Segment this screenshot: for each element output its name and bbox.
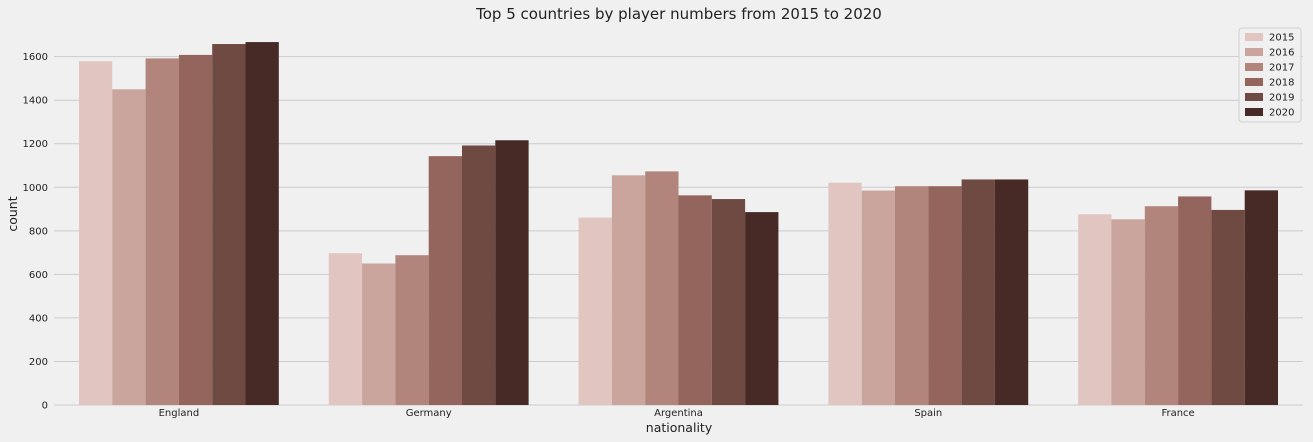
y-tick-label: 800	[29, 226, 48, 237]
bar-germany-2016	[362, 263, 396, 405]
bar-germany-2019	[462, 145, 496, 406]
bar-germany-2015	[328, 253, 363, 405]
y-axis-label: count	[5, 196, 20, 231]
bar-argentina-2018	[678, 195, 712, 405]
bar-england-2020	[245, 42, 279, 406]
x-tick-label: Argentina	[654, 408, 703, 419]
bar-france-2018	[1178, 196, 1212, 405]
bar-germany-2020	[495, 140, 529, 405]
y-tick-label: 0	[42, 401, 48, 412]
legend-swatch	[1245, 93, 1263, 101]
legend-label: 2020	[1269, 108, 1294, 119]
bar-argentina-2020	[745, 212, 779, 405]
x-tick-label: Spain	[914, 408, 942, 419]
bar-argentina-2016	[611, 175, 646, 405]
bars	[78, 42, 1279, 406]
y-axis-ticks: 0 200 400 600 800 1000 1200 1400 1600	[23, 52, 48, 411]
bar-germany-2018	[428, 156, 463, 405]
legend-label: 2018	[1269, 78, 1294, 89]
bar-england-2016	[112, 89, 146, 406]
bar-spain-2015	[828, 182, 862, 405]
legend-swatch	[1245, 78, 1263, 86]
y-tick-label: 600	[29, 270, 48, 281]
bar-spain-2020	[994, 179, 1029, 405]
bar-england-2018	[178, 54, 213, 405]
x-axis-label: nationality	[646, 420, 713, 435]
legend: 2015 2016 2017 2018 2019 2020	[1238, 27, 1302, 123]
y-tick-label: 1600	[23, 52, 48, 63]
legend-swatch	[1245, 63, 1263, 71]
bar-france-2016	[1111, 219, 1145, 405]
bar-france-2017	[1144, 206, 1179, 405]
bar-england-2017	[145, 58, 179, 405]
x-axis-ticks: England Germany Argentina Spain France	[159, 408, 1195, 419]
bar-germany-2017	[395, 255, 429, 405]
bar-england-2019	[212, 44, 246, 405]
y-tick-label: 200	[29, 357, 48, 368]
y-tick-label: 1000	[23, 183, 48, 194]
y-tick-label: 400	[29, 313, 48, 324]
bar-spain-2018	[928, 186, 962, 405]
bar-argentina-2017	[645, 171, 679, 405]
bar-spain-2019	[961, 179, 995, 405]
legend-label: 2015	[1269, 33, 1294, 44]
bar-france-2020	[1244, 190, 1279, 405]
y-tick-label: 1200	[23, 139, 48, 150]
x-tick-label: France	[1161, 408, 1194, 419]
bar-argentina-2015	[578, 217, 612, 405]
chart-title: Top 5 countries by player numbers from 2…	[475, 5, 882, 23]
bar-france-2019	[1211, 209, 1245, 405]
bar-spain-2016	[861, 190, 895, 405]
legend-swatch	[1245, 108, 1263, 116]
y-tick-label: 1400	[23, 96, 48, 107]
x-tick-label: England	[159, 408, 200, 419]
bar-england-2015	[78, 61, 113, 406]
x-tick-label: Germany	[406, 408, 452, 419]
legend-swatch	[1245, 48, 1263, 56]
bar-argentina-2019	[711, 199, 746, 405]
bar-spain-2017	[894, 186, 929, 405]
legend-label: 2016	[1269, 48, 1294, 59]
bar-france-2015	[1078, 214, 1112, 405]
legend-label: 2017	[1269, 63, 1294, 74]
legend-swatch	[1245, 33, 1263, 41]
legend-label: 2019	[1269, 93, 1294, 104]
